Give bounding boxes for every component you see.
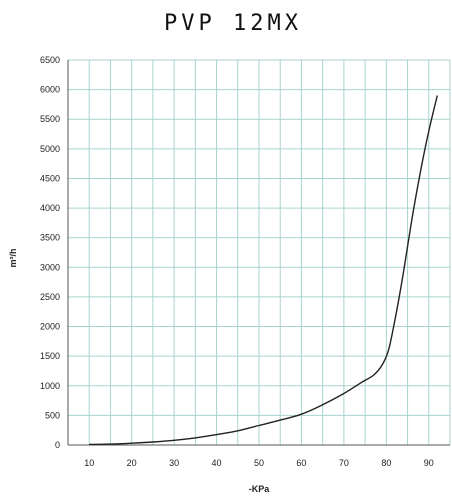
x-tick-label-5: 60 xyxy=(296,458,306,468)
x-tick-label-7: 80 xyxy=(381,458,391,468)
axes xyxy=(67,60,450,446)
y-tick-label-10: 5000 xyxy=(40,144,60,154)
x-tick-label-6: 70 xyxy=(339,458,349,468)
x-tick-label-4: 50 xyxy=(254,458,264,468)
y-tick-label-7: 3500 xyxy=(40,233,60,243)
series-line xyxy=(89,95,438,446)
y-tick-label-9: 4500 xyxy=(40,173,60,183)
y-tick-label-12: 6000 xyxy=(40,85,60,95)
y-tick-label-2: 1000 xyxy=(40,381,60,391)
y-tick-label-6: 3000 xyxy=(40,262,60,272)
y-tick-label-4: 2000 xyxy=(40,322,60,332)
x-tick-label-0: 10 xyxy=(84,458,94,468)
y-tick-label-8: 4000 xyxy=(40,203,60,213)
chart-title: PVP 12MX xyxy=(164,11,302,36)
y-tick-label-13: 6500 xyxy=(40,55,60,65)
x-tick-label-1: 20 xyxy=(127,458,137,468)
y-tick-label-1: 500 xyxy=(45,410,60,420)
x-tick-label-3: 40 xyxy=(212,458,222,468)
x-tick-label-8: 90 xyxy=(424,458,434,468)
y-tick-labels: 0 500 1000 1500 2000 2500 3000 3500 4000 4500 5000… xyxy=(40,55,60,450)
y-tick-label-5: 2500 xyxy=(40,292,60,302)
y-tick-label-11: 5500 xyxy=(40,114,60,124)
y-axis-label: m³/h xyxy=(8,249,18,268)
x-axis-label: -KPa xyxy=(249,484,270,494)
y-tick-label-0: 0 xyxy=(55,440,60,450)
y-tick-label-3: 1500 xyxy=(40,351,60,361)
x-tick-labels: 10 20 30 40 50 60 70 80 90 xyxy=(84,458,434,468)
grid xyxy=(67,59,451,446)
x-tick-label-2: 30 xyxy=(169,458,179,468)
